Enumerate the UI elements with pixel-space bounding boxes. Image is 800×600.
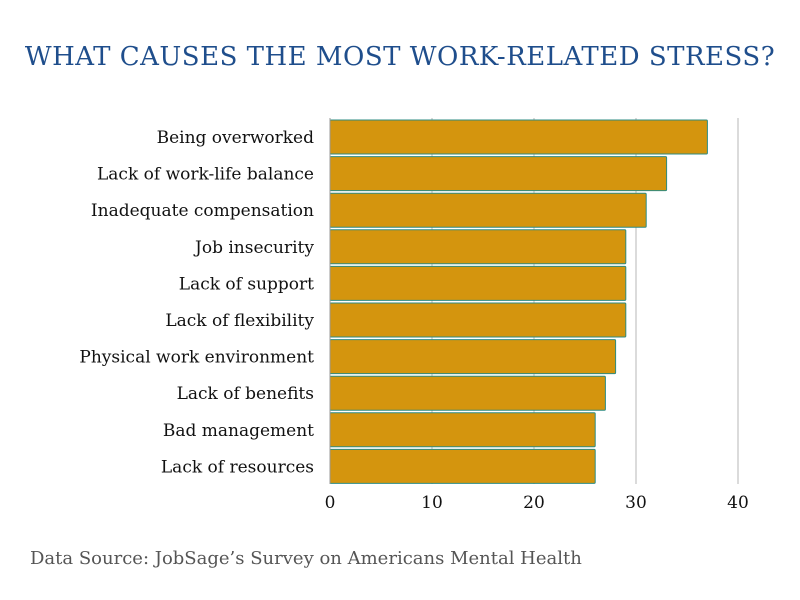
category-label: Being overworked [157,128,315,148]
category-label: Lack of flexibility [165,311,314,331]
bar [329,119,708,155]
bar [329,229,627,265]
category-label: Lack of support [179,274,314,294]
bar [329,302,627,338]
category-label: Inadequate compensation [91,201,314,221]
bar [329,265,627,301]
category-label: Bad management [163,421,314,441]
bar [329,192,647,228]
x-tick-label: 10 [421,493,443,513]
bar [329,375,606,411]
category-label: Lack of resources [161,457,314,477]
category-label: Lack of benefits [177,384,314,404]
x-tick-label: 0 [325,493,336,513]
bar [329,412,596,448]
data-source: Data Source: JobSage’s Survey on America… [30,548,582,569]
chart-title: WHAT CAUSES THE MOST WORK-RELATED STRESS… [24,42,776,72]
bar [329,156,668,192]
x-tick-label: 20 [523,493,545,513]
x-tick-label: 40 [727,493,749,513]
category-label: Lack of work-life balance [97,165,314,185]
category-label: Physical work environment [79,348,314,368]
bar [329,339,617,375]
bar [329,448,596,484]
x-tick-label: 30 [625,493,647,513]
category-label: Job insecurity [193,238,314,258]
